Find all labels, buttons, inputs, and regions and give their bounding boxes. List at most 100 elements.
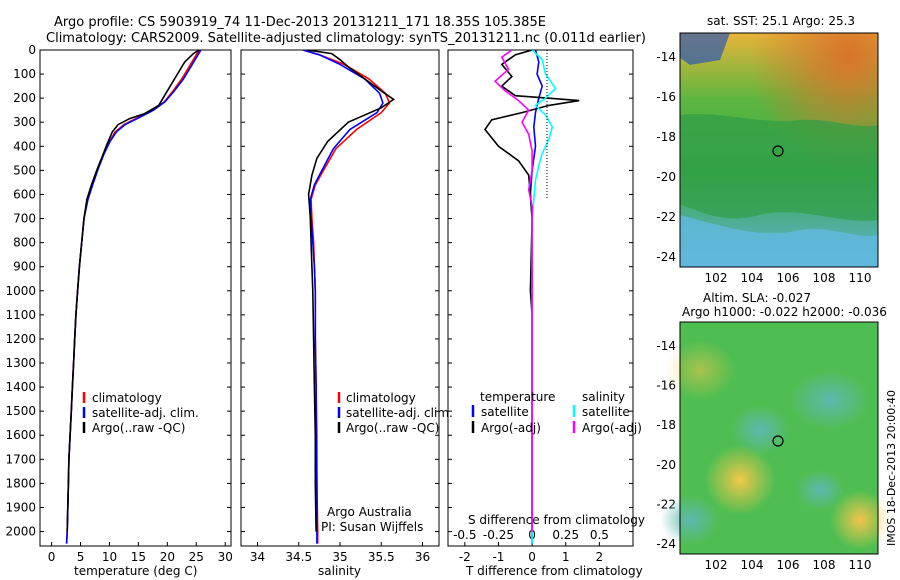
series-line (302, 50, 384, 544)
difference-panel-frame (447, 49, 634, 547)
x-top-tick-label: 0.25 (552, 528, 579, 542)
series-line (531, 50, 557, 544)
map-y-tick-label: -24 (656, 250, 676, 264)
legend-item: Argo(-adj) (582, 421, 642, 435)
credit-line1: Argo Australia (327, 505, 412, 519)
argo-location-marker (772, 435, 784, 447)
y-tick-label: 700 (13, 212, 36, 226)
difference-xlabel-top: S difference from climatology (468, 513, 645, 527)
x-tick-label: 5 (77, 550, 85, 564)
x-tick-label: 10 (102, 550, 117, 564)
sla-map-subtitle: Argo h1000: -0.022 h2000: -0.036 (682, 305, 887, 319)
x-top-tick-label: 0.5 (590, 528, 609, 542)
y-tick-label: 800 (13, 236, 36, 250)
y-tick-label: 0 (28, 43, 36, 57)
map-y-tick-label: -14 (656, 50, 676, 64)
map-y-tick-label: -22 (656, 210, 676, 224)
series-line (65, 50, 202, 544)
legend-item: satellite-adj. clim. (346, 406, 453, 420)
y-tick-label: 300 (13, 115, 36, 129)
legend-item: satellite (481, 405, 529, 419)
legend-item: satellite-adj. clim. (92, 406, 199, 420)
legend-title-salinity: salinity (582, 390, 625, 404)
map-x-tick-label: 106 (777, 271, 800, 285)
temperature-legend: climatology satellite-adj. clim. Argo(..… (82, 391, 199, 435)
legend-title-temperature: temperature (480, 390, 555, 404)
y-tick-label: 100 (13, 67, 36, 81)
x-tick-label: 2 (596, 550, 604, 564)
map-y-tick-label: -18 (656, 418, 676, 432)
sst-map-title: sat. SST: 25.1 Argo: 25.3 (707, 14, 855, 28)
map-x-tick-label: 104 (741, 271, 764, 285)
y-tick-label: 400 (13, 139, 36, 153)
series-line (306, 50, 396, 532)
x-tick-label: 35 (332, 550, 347, 564)
map-y-tick-label: -20 (656, 458, 676, 472)
x-top-tick-label: -0.5 (453, 528, 476, 542)
map-x-tick-label: 104 (741, 558, 764, 572)
y-tick-label: 900 (13, 260, 36, 274)
legend-item: Argo(..raw -QC) (92, 421, 185, 435)
sla-map-title: Altim. SLA: -0.027 (703, 291, 811, 305)
map-x-tick-label: 108 (813, 271, 836, 285)
sst-map (679, 32, 879, 268)
map-x-tick-label: 102 (705, 271, 728, 285)
x-tick-label: -2 (459, 550, 471, 564)
temperature-curves (65, 50, 202, 544)
difference-curves (484, 50, 580, 544)
temperature-xlabel: temperature (deg C) (74, 564, 197, 578)
legend-item: Argo(..raw -QC) (346, 421, 439, 435)
x-tick-label: 34 (250, 550, 265, 564)
x-tick-label: 0 (48, 550, 56, 564)
y-tick-label: 1300 (5, 356, 36, 370)
y-tick-label: 200 (13, 91, 36, 105)
argo-location-marker (772, 145, 784, 157)
x-top-tick-label: -0.25 (483, 528, 514, 542)
y-tick-label: 1000 (5, 284, 36, 298)
map-x-tick-label: 108 (813, 558, 836, 572)
y-tick-label: 2000 (5, 525, 36, 539)
x-tick-label: 36 (415, 550, 430, 564)
series-line (66, 50, 200, 532)
figure-title-line2: Climatology: CARS2009. Satellite-adjuste… (46, 31, 646, 46)
map-y-tick-label: -24 (656, 537, 676, 551)
series-line (65, 50, 200, 544)
difference-xlabel: T difference from climatology (465, 564, 643, 578)
salinity-xlabel: salinity (318, 564, 361, 578)
map-y-tick-label: -18 (656, 130, 676, 144)
map-x-tick-label: 106 (777, 558, 800, 572)
credit-line2: PI: Susan Wijffels (321, 520, 423, 534)
y-tick-label: 1800 (5, 476, 36, 490)
legend-item: climatology (92, 391, 162, 405)
map-y-tick-label: -20 (656, 170, 676, 184)
y-tick-label: 1200 (5, 332, 36, 346)
x-tick-label: 0 (528, 550, 536, 564)
map-x-tick-label: 110 (849, 558, 872, 572)
x-tick-label: -1 (492, 550, 504, 564)
y-tick-label: 1700 (5, 452, 36, 466)
imos-timestamp: IMOS 18-Dec-2013 20:00:40 (885, 390, 898, 546)
y-tick-label: 500 (13, 163, 36, 177)
y-tick-label: 1100 (5, 308, 36, 322)
legend-item: climatology (346, 391, 416, 405)
map-y-tick-label: -14 (656, 339, 676, 353)
map-y-tick-label: -16 (656, 90, 676, 104)
y-tick-label: 1400 (5, 380, 36, 394)
legend-item: Argo(-adj) (481, 421, 541, 435)
x-tick-label: 30 (218, 550, 233, 564)
difference-legend: temperature salinity satellite Argo(-adj… (471, 390, 642, 435)
x-tick-label: 34.5 (285, 550, 312, 564)
map-x-tick-label: 110 (849, 271, 872, 285)
series-line (484, 50, 580, 532)
sla-map (660, 321, 890, 555)
x-tick-label: 1 (562, 550, 570, 564)
temperature-panel-frame (39, 49, 232, 547)
y-tick-label: 600 (13, 187, 36, 201)
salinity-legend: climatology satellite-adj. clim. Argo(..… (337, 391, 453, 435)
x-tick-label: 20 (160, 550, 175, 564)
x-tick-label: 15 (131, 550, 146, 564)
series-line (493, 50, 533, 532)
x-tick-label: 25 (189, 550, 204, 564)
figure-title-line1: Argo profile: CS 5903919_74 11-Dec-2013 … (54, 15, 546, 30)
